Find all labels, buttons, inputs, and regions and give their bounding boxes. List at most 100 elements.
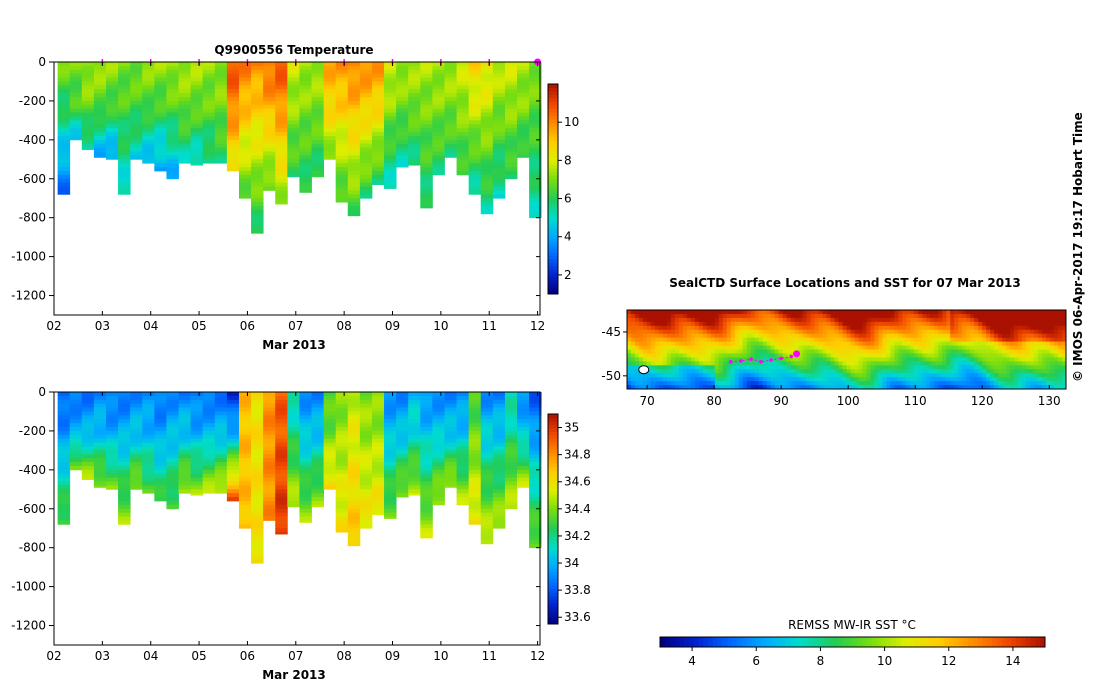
sst-cell (822, 325, 827, 331)
profile-cell (420, 178, 433, 184)
sst-cell (654, 385, 660, 390)
profile-cell (105, 135, 119, 141)
profile-cell (444, 415, 457, 420)
sst-cell (754, 369, 760, 374)
profile-cell (263, 500, 276, 506)
profile-cell (263, 147, 276, 152)
colorbar-segment (548, 438, 558, 443)
profile-cell (118, 395, 131, 401)
profile-cell (517, 112, 530, 117)
sst-cell (638, 385, 644, 390)
sst-cell (818, 349, 823, 354)
colorbar-segment (548, 98, 558, 102)
sst-cell (906, 369, 911, 374)
sst-cell (1026, 325, 1031, 331)
profile-cell (299, 403, 312, 408)
profile-cell (251, 446, 264, 451)
sst-cell (946, 313, 951, 319)
sst-cell (1002, 361, 1007, 366)
colorbar-segment (548, 589, 558, 593)
sst-cell (766, 321, 772, 327)
profile-cell (492, 524, 506, 529)
sst-cell (782, 369, 788, 374)
colorbar-tick-label: 35 (564, 421, 579, 435)
sst-cell (926, 365, 931, 370)
profile-cell (456, 116, 470, 121)
sst-cell (722, 310, 728, 315)
profile-cell (335, 450, 349, 455)
sst-cell (970, 317, 975, 323)
sst-cell (986, 313, 991, 319)
sst-cell (802, 345, 807, 350)
profile-cell (69, 128, 83, 133)
sst-cell (1038, 381, 1043, 386)
sst-cell (627, 385, 632, 390)
sst-cell (686, 333, 692, 339)
sst-cell (650, 365, 656, 370)
sst-cell (854, 369, 859, 374)
profile-cell (251, 465, 264, 471)
profile-cell (504, 132, 518, 137)
sst-cell (1030, 381, 1035, 386)
profile-cell (130, 423, 143, 428)
sst-cell (986, 353, 991, 358)
profile-cell (529, 85, 542, 90)
sst-cell (1006, 369, 1011, 374)
profile-cell (529, 112, 542, 117)
colorbar-tick-label: 34.6 (564, 475, 591, 489)
sst-cell (890, 361, 895, 366)
profile-cell (142, 116, 155, 121)
sst-cell (678, 385, 684, 390)
profile-cell (166, 167, 179, 172)
profile-cell (69, 419, 83, 424)
sst-cell (926, 333, 931, 339)
sst-cell (858, 361, 863, 366)
profile-cell (154, 135, 167, 141)
sst-cell (810, 365, 815, 370)
profile-cell (529, 77, 542, 82)
colorbar-tick-label: 34.2 (564, 529, 591, 543)
profile-cell (492, 462, 506, 467)
sst-cell (1054, 373, 1059, 378)
profile-cell (299, 454, 312, 459)
sst-cell (898, 377, 903, 382)
profile-cell (323, 143, 337, 149)
profile-cell (105, 65, 119, 71)
sst-cell (966, 321, 971, 327)
sst-cell (1034, 321, 1039, 327)
profile-cell (166, 497, 179, 502)
profile-cell (251, 469, 264, 475)
sst-cell (1018, 341, 1023, 346)
sst-cell (694, 321, 700, 327)
profile-cell (529, 190, 542, 195)
profile-cell (81, 93, 95, 98)
sst-cell (914, 373, 919, 378)
sst-cell (690, 369, 696, 374)
sst-cell (802, 333, 807, 339)
profile-cell (251, 167, 264, 172)
profile-cell (323, 100, 337, 106)
sst-cell (894, 325, 899, 331)
sst-cell (994, 317, 999, 323)
sst-cell (882, 353, 887, 358)
sst-cell (934, 385, 939, 390)
sst-cell (758, 310, 764, 315)
profile-cell (287, 108, 300, 113)
profile-cell (492, 69, 506, 75)
sst-cell (1010, 310, 1015, 315)
profile-cell (93, 132, 107, 137)
colorbar-segment (548, 269, 558, 274)
profile-cell (238, 512, 252, 517)
sst-cell (886, 381, 891, 386)
sst-cell (774, 317, 780, 323)
sst-cell (874, 349, 879, 354)
profile-cell (371, 423, 385, 428)
profile-cell (93, 120, 107, 125)
profile-cell (57, 399, 71, 405)
sst-cell (758, 369, 764, 374)
sst-cell (1026, 385, 1031, 390)
colorbar-segment (548, 428, 558, 432)
sst-cell (730, 381, 736, 386)
sst-cell (750, 341, 756, 346)
sst-cell (822, 373, 827, 378)
